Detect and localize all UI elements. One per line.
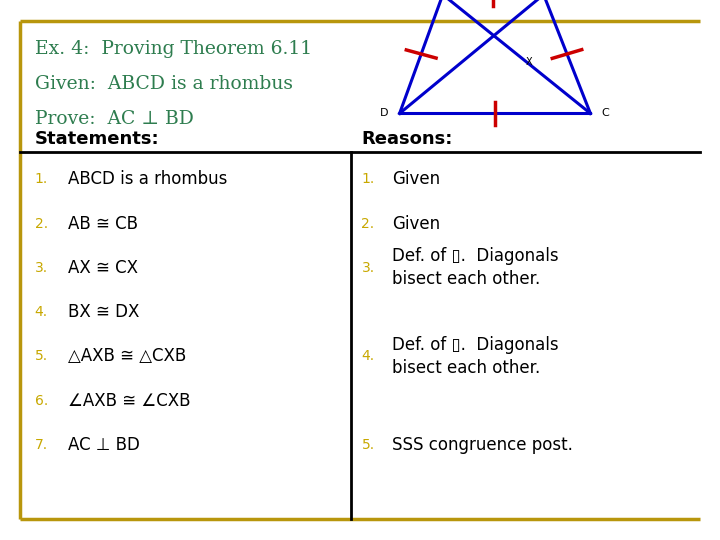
Text: 2.: 2. bbox=[35, 217, 48, 231]
Text: Ex. 4:  Proving Theorem 6.11: Ex. 4: Proving Theorem 6.11 bbox=[35, 39, 312, 58]
Text: SSS congruence post.: SSS congruence post. bbox=[392, 436, 573, 454]
Text: 6.: 6. bbox=[35, 394, 48, 408]
Text: Def. of ▯.  Diagonals
bisect each other.: Def. of ▯. Diagonals bisect each other. bbox=[392, 247, 559, 288]
Text: X: X bbox=[526, 57, 532, 67]
Text: 5.: 5. bbox=[361, 438, 374, 452]
Text: 5.: 5. bbox=[35, 349, 48, 363]
Text: Given: Given bbox=[392, 214, 441, 233]
Text: Def. of ▯.  Diagonals
bisect each other.: Def. of ▯. Diagonals bisect each other. bbox=[392, 336, 559, 377]
Text: 7.: 7. bbox=[35, 438, 48, 452]
Text: 1.: 1. bbox=[361, 172, 374, 186]
Text: 3.: 3. bbox=[361, 261, 374, 275]
Text: Prove:  AC ⊥ BD: Prove: AC ⊥ BD bbox=[35, 110, 194, 128]
Text: AB ≅ CB: AB ≅ CB bbox=[68, 214, 138, 233]
Text: △AXB ≅ △CXB: △AXB ≅ △CXB bbox=[68, 347, 186, 366]
Text: Given:  ABCD is a rhombus: Given: ABCD is a rhombus bbox=[35, 75, 292, 93]
Text: 4.: 4. bbox=[35, 305, 48, 319]
Text: AX ≅ CX: AX ≅ CX bbox=[68, 259, 138, 277]
Text: 1.: 1. bbox=[35, 172, 48, 186]
Text: 4.: 4. bbox=[361, 349, 374, 363]
Text: Statements:: Statements: bbox=[35, 130, 159, 148]
Text: 3.: 3. bbox=[35, 261, 48, 275]
Text: BX ≅ DX: BX ≅ DX bbox=[68, 303, 140, 321]
Text: ABCD is a rhombus: ABCD is a rhombus bbox=[68, 170, 228, 188]
Text: Given: Given bbox=[392, 170, 441, 188]
Text: C: C bbox=[601, 109, 609, 118]
Text: Reasons:: Reasons: bbox=[361, 130, 453, 148]
Text: D: D bbox=[380, 109, 389, 118]
Text: ∠AXB ≅ ∠CXB: ∠AXB ≅ ∠CXB bbox=[68, 392, 191, 410]
Text: AC ⊥ BD: AC ⊥ BD bbox=[68, 436, 140, 454]
Text: 2.: 2. bbox=[361, 217, 374, 231]
